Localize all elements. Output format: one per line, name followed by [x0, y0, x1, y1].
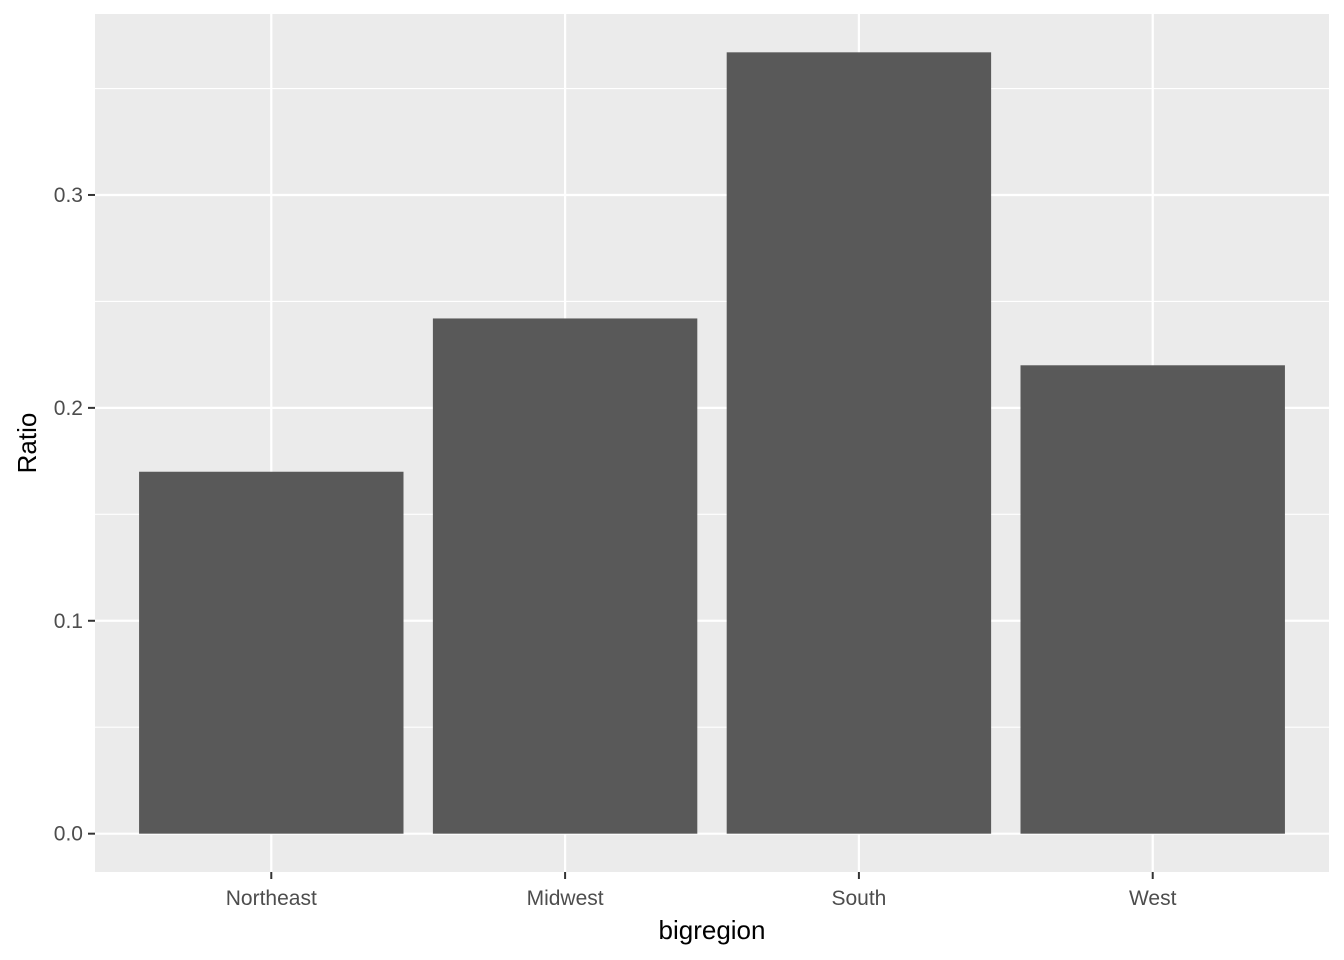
bar-northeast	[139, 471, 404, 834]
y-tick-label: 0.1	[54, 610, 83, 633]
x-axis: Northeast Midwest South West	[226, 872, 1177, 910]
x-axis-title: bigregion	[659, 915, 766, 945]
x-tick-label: West	[1129, 887, 1177, 910]
y-tick-label: 0.0	[54, 823, 83, 846]
bar-south	[726, 52, 992, 834]
y-tick-label: 0.3	[54, 184, 83, 207]
y-tick-label: 0.2	[54, 397, 83, 420]
x-tick-label: Northeast	[226, 887, 317, 910]
y-axis-title: Ratio	[12, 413, 42, 474]
x-tick-label: Midwest	[527, 887, 604, 910]
bar-midwest	[432, 318, 698, 834]
bar-west	[1020, 365, 1285, 834]
bars	[139, 52, 1285, 834]
x-tick-label: South	[831, 887, 886, 910]
y-axis: 0.0 0.1 0.2 0.3	[54, 184, 95, 846]
